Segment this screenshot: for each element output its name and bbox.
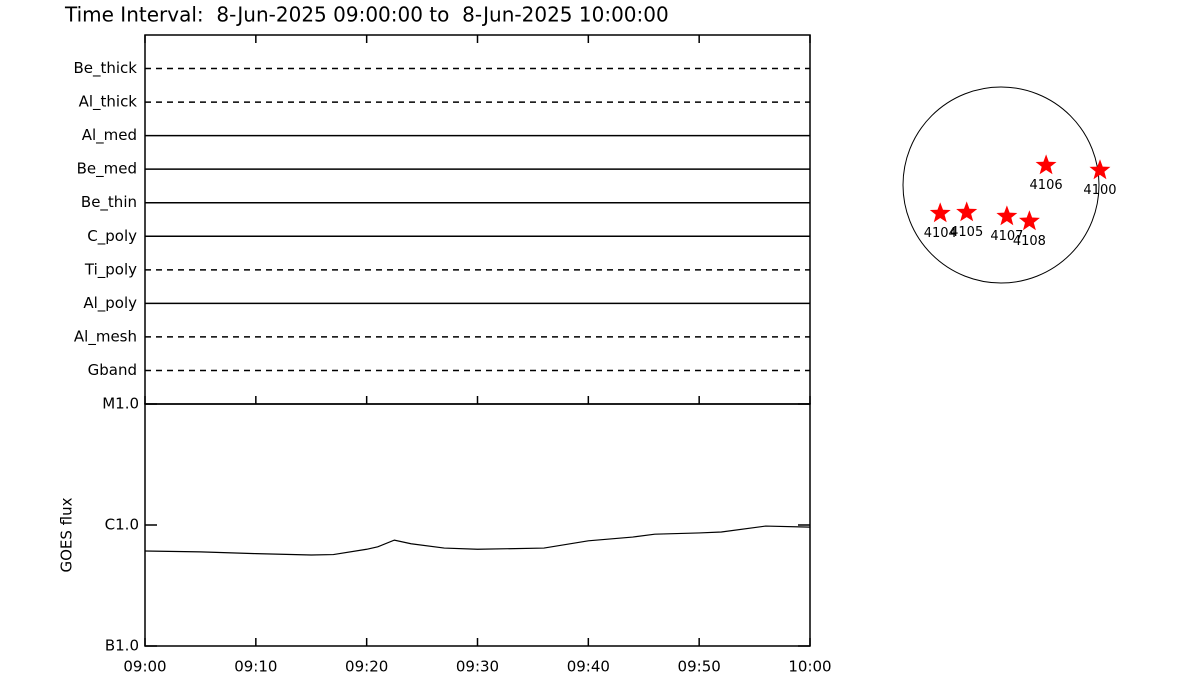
filter-label: Be_med	[77, 160, 137, 179]
region-label: 4100	[1083, 183, 1116, 198]
filter-label: Ti_poly	[84, 260, 137, 279]
region-star	[929, 202, 951, 223]
region-star	[1019, 210, 1040, 231]
region-label: 4104	[924, 226, 957, 241]
region-label: 4105	[950, 225, 983, 240]
x-tick-label: 09:20	[345, 658, 388, 676]
filter-label: Be_thin	[81, 193, 137, 212]
solar-disk	[902, 86, 1100, 284]
goes-line	[144, 525, 811, 556]
region-star	[956, 201, 978, 222]
region-star	[996, 205, 1018, 226]
y-axis-label: GOES flux	[58, 497, 76, 572]
filter-label: Al_mesh	[74, 327, 137, 346]
filter-label: Al_med	[82, 126, 137, 145]
y-tick-label: M1.0	[102, 395, 139, 413]
filter-label: Al_thick	[79, 93, 138, 112]
chart-title: Time Interval: 8-Jun-2025 09:00:00 to 8-…	[64, 3, 669, 27]
y-tick-label: C1.0	[105, 516, 139, 534]
filter-label: Be_thick	[73, 59, 137, 78]
region-star	[1035, 154, 1057, 175]
panel-frame	[144, 403, 811, 647]
filter-label: Gband	[88, 361, 137, 379]
x-tick-label: 09:30	[456, 658, 499, 676]
x-tick-label: 09:50	[678, 658, 721, 676]
filter-label: Al_poly	[83, 294, 137, 313]
x-tick-label: 09:10	[234, 658, 277, 676]
filter-label: C_poly	[87, 227, 137, 246]
x-tick-label: 09:00	[123, 658, 166, 676]
region-star	[1089, 159, 1111, 180]
region-label: 4107	[990, 229, 1023, 244]
region-label: 4108	[1013, 234, 1046, 249]
x-tick-label: 09:40	[567, 658, 610, 676]
x-tick-label: 10:00	[788, 658, 831, 676]
panel-frame	[144, 34, 811, 405]
region-label: 4106	[1030, 178, 1063, 193]
y-tick-label: B1.0	[105, 637, 139, 655]
